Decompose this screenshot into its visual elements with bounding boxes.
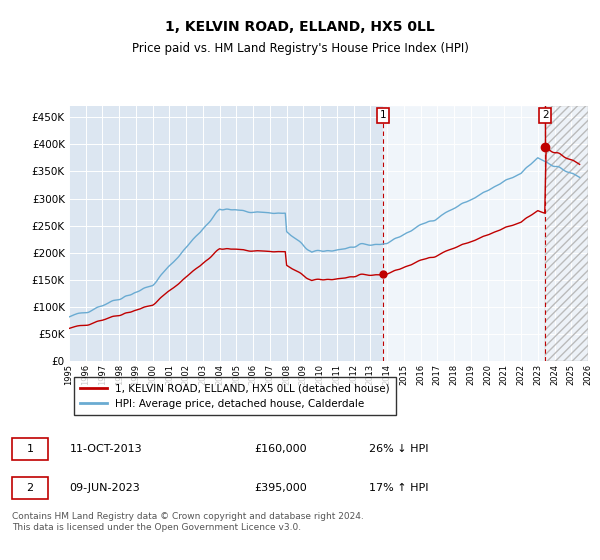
Bar	[545, 106, 588, 361]
Text: £395,000: £395,000	[254, 483, 307, 493]
Text: 17% ↑ HPI: 17% ↑ HPI	[369, 483, 428, 493]
Text: 1, KELVIN ROAD, ELLAND, HX5 0LL: 1, KELVIN ROAD, ELLAND, HX5 0LL	[165, 20, 435, 34]
Bar	[383, 106, 545, 361]
Text: 11-OCT-2013: 11-OCT-2013	[70, 445, 142, 454]
Bar	[383, 106, 545, 361]
Bar	[545, 106, 588, 361]
Text: 1: 1	[26, 445, 34, 454]
Legend: 1, KELVIN ROAD, ELLAND, HX5 0LL (detached house), HPI: Average price, detached h: 1, KELVIN ROAD, ELLAND, HX5 0LL (detache…	[74, 377, 396, 415]
Text: 1: 1	[380, 110, 387, 120]
Text: £160,000: £160,000	[254, 445, 307, 454]
Text: 2: 2	[542, 110, 548, 120]
Text: 2: 2	[26, 483, 34, 493]
FancyBboxPatch shape	[12, 438, 48, 460]
Text: 09-JUN-2023: 09-JUN-2023	[70, 483, 140, 493]
FancyBboxPatch shape	[12, 477, 48, 499]
Text: 26% ↓ HPI: 26% ↓ HPI	[369, 445, 428, 454]
Text: Contains HM Land Registry data © Crown copyright and database right 2024.
This d: Contains HM Land Registry data © Crown c…	[12, 512, 364, 531]
Text: Price paid vs. HM Land Registry's House Price Index (HPI): Price paid vs. HM Land Registry's House …	[131, 42, 469, 55]
